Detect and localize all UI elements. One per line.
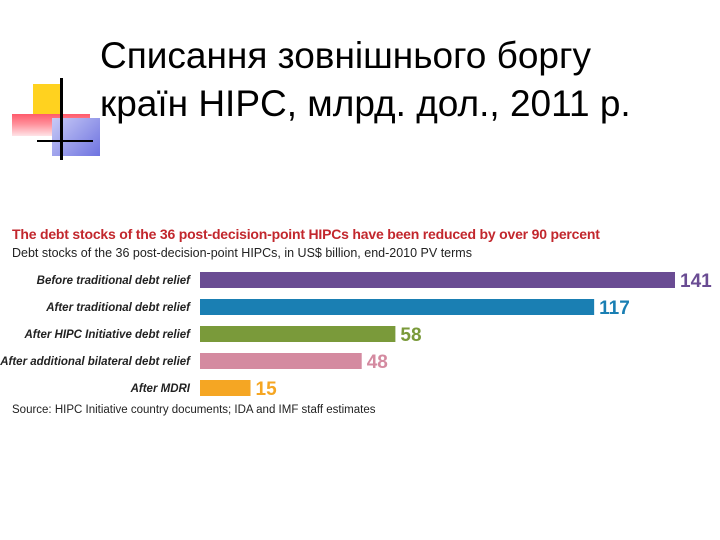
value-label: 15 [256, 379, 278, 400]
bar [200, 299, 595, 315]
slide-title-line2: країн HIPC, млрд. дол., 2011 р. [100, 83, 631, 124]
slide-title-line1: Списання зовнішнього боргу [100, 35, 591, 76]
value-label: 48 [367, 352, 388, 373]
slide-title: Списання зовнішнього боргу країн HIPC, м… [100, 32, 710, 128]
value-label: 141 [680, 271, 712, 292]
value-label: 58 [400, 325, 421, 346]
category-label: After HIPC Initiative debt relief [23, 329, 191, 341]
decor-horizontal-line [37, 140, 93, 142]
bar [200, 272, 675, 288]
chart-subtitle: Debt stocks of the 36 post-decision-poin… [12, 246, 472, 260]
category-label: After additional bilateral debt relief [0, 356, 191, 368]
category-label: After MDRI [130, 383, 191, 395]
value-label: 117 [599, 298, 630, 319]
decor-yellow-square [33, 84, 61, 118]
category-label: Before traditional debt relief [37, 275, 192, 287]
bar [200, 353, 362, 369]
bar [200, 326, 396, 342]
bar [200, 380, 251, 396]
bar-chart: Before traditional debt relief 141 After t… [0, 271, 712, 400]
category-label: After traditional debt relief [45, 302, 191, 314]
chart-source: Source: HIPC Initiative country document… [12, 404, 376, 416]
decor-vertical-line [60, 78, 63, 160]
chart-title: The debt stocks of the 36 post-decision-… [12, 226, 600, 242]
